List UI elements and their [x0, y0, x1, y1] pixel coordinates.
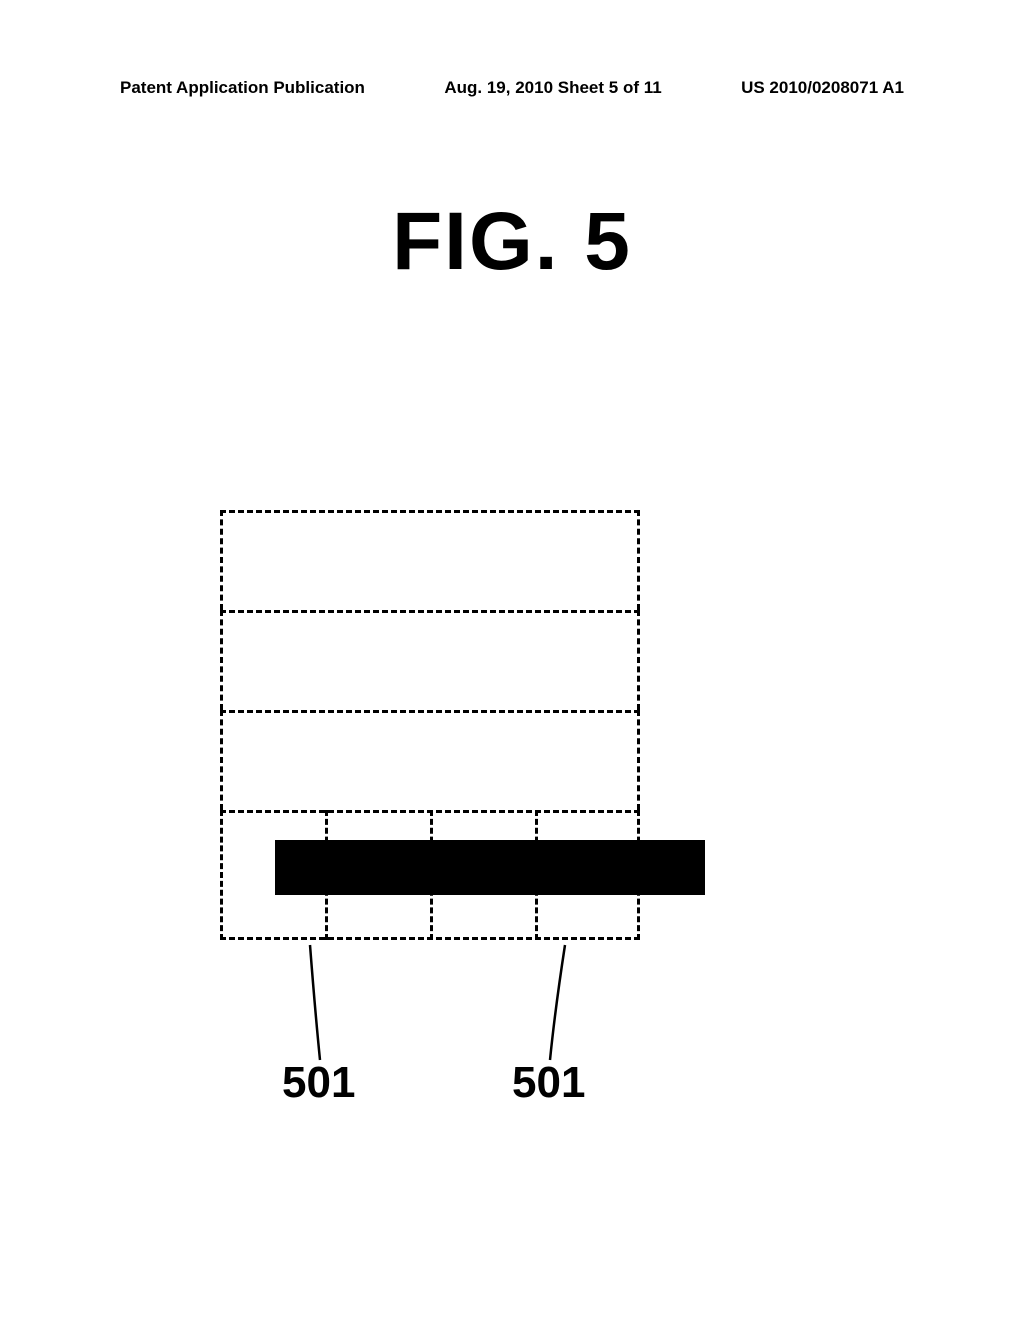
header-right: US 2010/0208071 A1 [741, 78, 904, 98]
grid-row-3 [220, 710, 640, 810]
figure-title: FIG. 5 [0, 195, 1024, 289]
ref-numeral-501-left: 501 [282, 1058, 355, 1108]
grid-row-2 [220, 610, 640, 710]
page-header: Patent Application Publication Aug. 19, … [120, 78, 904, 98]
ref-numeral-501-right: 501 [512, 1058, 585, 1108]
grid-row-1 [220, 510, 640, 610]
filled-black-bar [275, 840, 705, 895]
figure-diagram: 501 501 [220, 510, 640, 940]
header-left: Patent Application Publication [120, 78, 365, 98]
dashed-grid [220, 510, 640, 940]
header-center: Aug. 19, 2010 Sheet 5 of 11 [444, 78, 661, 98]
